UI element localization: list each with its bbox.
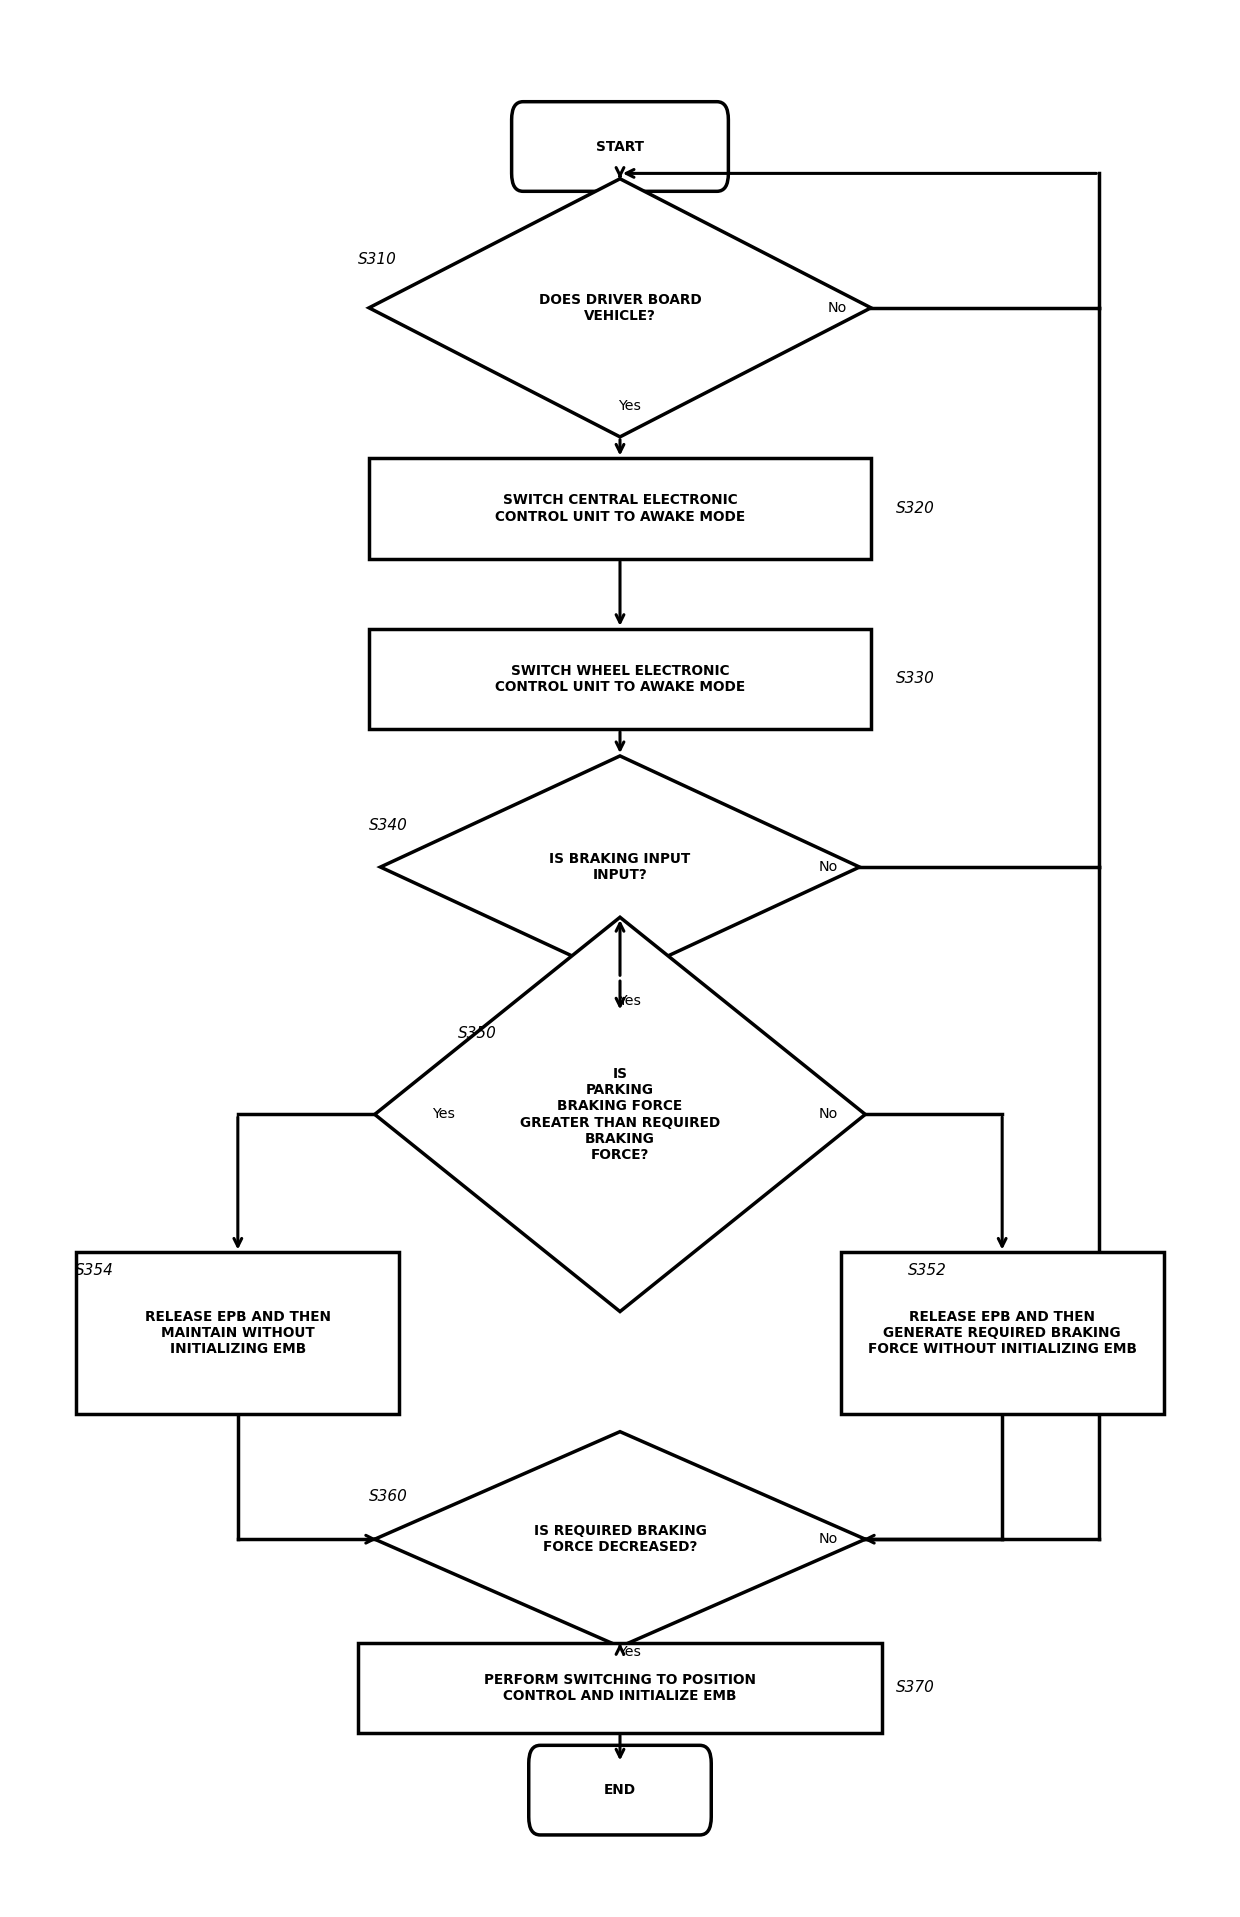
Text: S354: S354	[74, 1263, 114, 1279]
Text: Yes: Yes	[618, 1645, 641, 1658]
Text: No: No	[818, 1108, 838, 1121]
Text: S330: S330	[897, 671, 935, 686]
Text: S360: S360	[370, 1490, 408, 1503]
Bar	[841, 1252, 1163, 1413]
Polygon shape	[374, 1432, 866, 1647]
Bar	[357, 1643, 883, 1733]
Text: No: No	[818, 1532, 838, 1547]
FancyBboxPatch shape	[528, 1744, 712, 1835]
Text: S350: S350	[458, 1026, 497, 1041]
Text: No: No	[827, 301, 847, 314]
Polygon shape	[370, 178, 870, 437]
Text: S320: S320	[897, 500, 935, 516]
Text: START: START	[596, 140, 644, 153]
Text: IS BRAKING INPUT
INPUT?: IS BRAKING INPUT INPUT?	[549, 851, 691, 882]
Polygon shape	[381, 755, 859, 978]
Bar	[370, 458, 870, 558]
Text: IS
PARKING
BRAKING FORCE
GREATER THAN REQUIRED
BRAKING
FORCE?: IS PARKING BRAKING FORCE GREATER THAN RE…	[520, 1068, 720, 1162]
Text: RELEASE EPB AND THEN
MAINTAIN WITHOUT
INITIALIZING EMB: RELEASE EPB AND THEN MAINTAIN WITHOUT IN…	[145, 1309, 331, 1355]
Text: No: No	[818, 861, 838, 874]
Text: S352: S352	[908, 1263, 946, 1279]
Text: FIG. 3: FIG. 3	[565, 1802, 675, 1835]
Text: SWITCH CENTRAL ELECTRONIC
CONTROL UNIT TO AWAKE MODE: SWITCH CENTRAL ELECTRONIC CONTROL UNIT T…	[495, 493, 745, 523]
FancyBboxPatch shape	[512, 102, 728, 192]
Polygon shape	[374, 916, 866, 1311]
Text: RELEASE EPB AND THEN
GENERATE REQUIRED BRAKING
FORCE WITHOUT INITIALIZING EMB: RELEASE EPB AND THEN GENERATE REQUIRED B…	[868, 1309, 1137, 1355]
Text: END: END	[604, 1783, 636, 1796]
Text: S370: S370	[897, 1681, 935, 1695]
Text: S340: S340	[370, 819, 408, 834]
Text: DOES DRIVER BOARD
VEHICLE?: DOES DRIVER BOARD VEHICLE?	[538, 293, 702, 322]
Bar	[77, 1252, 399, 1413]
Text: IS REQUIRED BRAKING
FORCE DECREASED?: IS REQUIRED BRAKING FORCE DECREASED?	[533, 1524, 707, 1555]
Text: Yes: Yes	[618, 399, 641, 414]
Text: Yes: Yes	[618, 995, 641, 1008]
Text: PERFORM SWITCHING TO POSITION
CONTROL AND INITIALIZE EMB: PERFORM SWITCHING TO POSITION CONTROL AN…	[484, 1674, 756, 1702]
Text: S310: S310	[357, 251, 397, 266]
Bar	[370, 629, 870, 728]
Text: SWITCH WHEEL ELECTRONIC
CONTROL UNIT TO AWAKE MODE: SWITCH WHEEL ELECTRONIC CONTROL UNIT TO …	[495, 663, 745, 694]
Text: Yes: Yes	[432, 1108, 455, 1121]
